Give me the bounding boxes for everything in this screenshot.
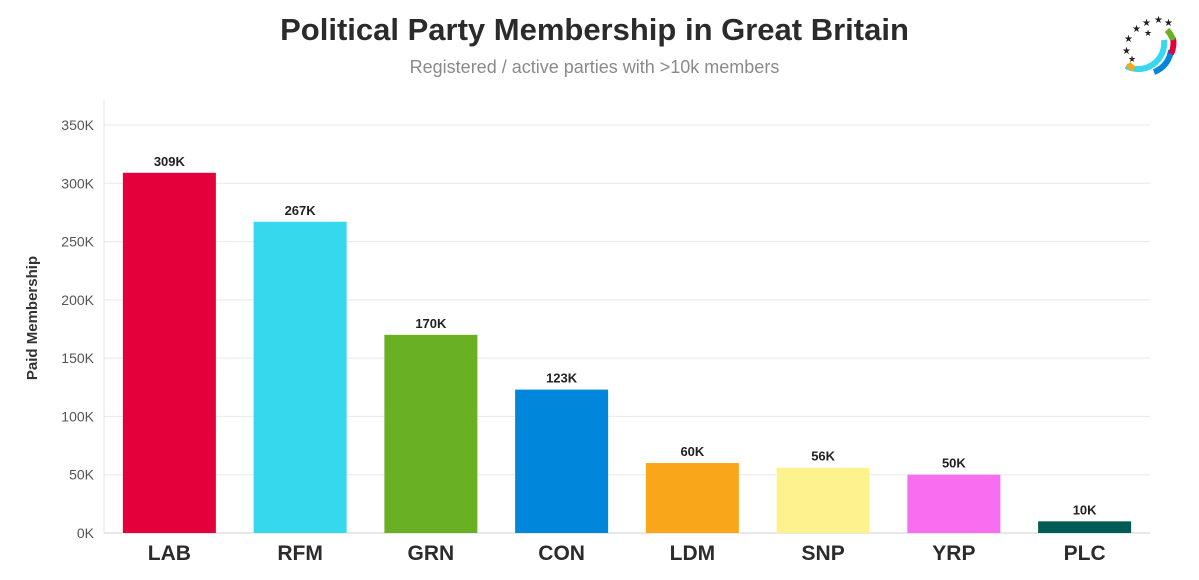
chart-title: Political Party Membership in Great Brit… <box>280 12 909 47</box>
value-label-rfm: 267K <box>285 203 317 218</box>
x-tick-label-grn: GRN <box>408 542 455 565</box>
value-label-ldm: 60K <box>680 444 704 459</box>
value-label-grn: 170K <box>415 316 447 331</box>
bar-yrp <box>907 474 1001 533</box>
value-labels: 309K 267K 170K 123K 60K 56K 50K 10K <box>154 154 1097 518</box>
svg-text:★: ★ <box>1124 34 1133 45</box>
value-label-lab: 309K <box>154 154 186 169</box>
y-tick-label: 250K <box>61 234 94 250</box>
svg-text:★: ★ <box>1132 24 1141 35</box>
y-tick-label: 100K <box>61 408 94 424</box>
svg-text:★: ★ <box>1122 46 1131 57</box>
x-tick-label-snp: SNP <box>802 542 845 565</box>
y-tick-label: 350K <box>61 117 94 133</box>
y-tick-label: 200K <box>61 292 94 308</box>
svg-text:★: ★ <box>1128 55 1136 65</box>
value-label-yrp: 50K <box>942 456 966 471</box>
svg-text:★: ★ <box>1142 18 1151 29</box>
bar-con <box>515 389 609 533</box>
bar-ldm <box>645 463 739 533</box>
x-tick-label-rfm: RFM <box>277 542 323 565</box>
y-axis-ticks: 0K 50K 100K 150K 200K 250K 300K 350K <box>61 117 94 541</box>
y-tick-label: 300K <box>61 175 94 191</box>
stars-ring-logo-icon: ★ ★ ★ ★ ★ ★ ★ ★ <box>1122 15 1177 75</box>
bar-snp <box>776 467 870 533</box>
value-label-con: 123K <box>546 371 578 386</box>
value-label-snp: 56K <box>811 449 835 464</box>
bar-plc <box>1038 521 1132 533</box>
svg-text:★: ★ <box>1154 15 1163 26</box>
value-label-plc: 10K <box>1073 502 1097 517</box>
x-tick-label-ldm: LDM <box>670 542 716 565</box>
y-tick-label: 50K <box>69 467 95 483</box>
x-tick-label-yrp: YRP <box>932 542 975 565</box>
y-tick-label: 150K <box>61 350 94 366</box>
bar-lab <box>122 172 216 533</box>
x-tick-label-con: CON <box>538 542 585 565</box>
svg-text:★: ★ <box>1144 29 1152 39</box>
y-axis-label: Paid Membership <box>24 256 41 380</box>
chart-subtitle: Registered / active parties with >10k me… <box>409 57 780 77</box>
x-tick-label-plc: PLC <box>1064 542 1106 565</box>
y-tick-label: 0K <box>77 525 95 541</box>
bars <box>122 172 1132 534</box>
svg-text:★: ★ <box>1164 18 1173 29</box>
bar-rfm <box>253 221 347 534</box>
bar-grn <box>384 334 478 533</box>
x-axis-ticks: LAB RFM GRN CON LDM SNP YRP PLC <box>148 542 1106 565</box>
x-tick-label-lab: LAB <box>148 542 191 565</box>
